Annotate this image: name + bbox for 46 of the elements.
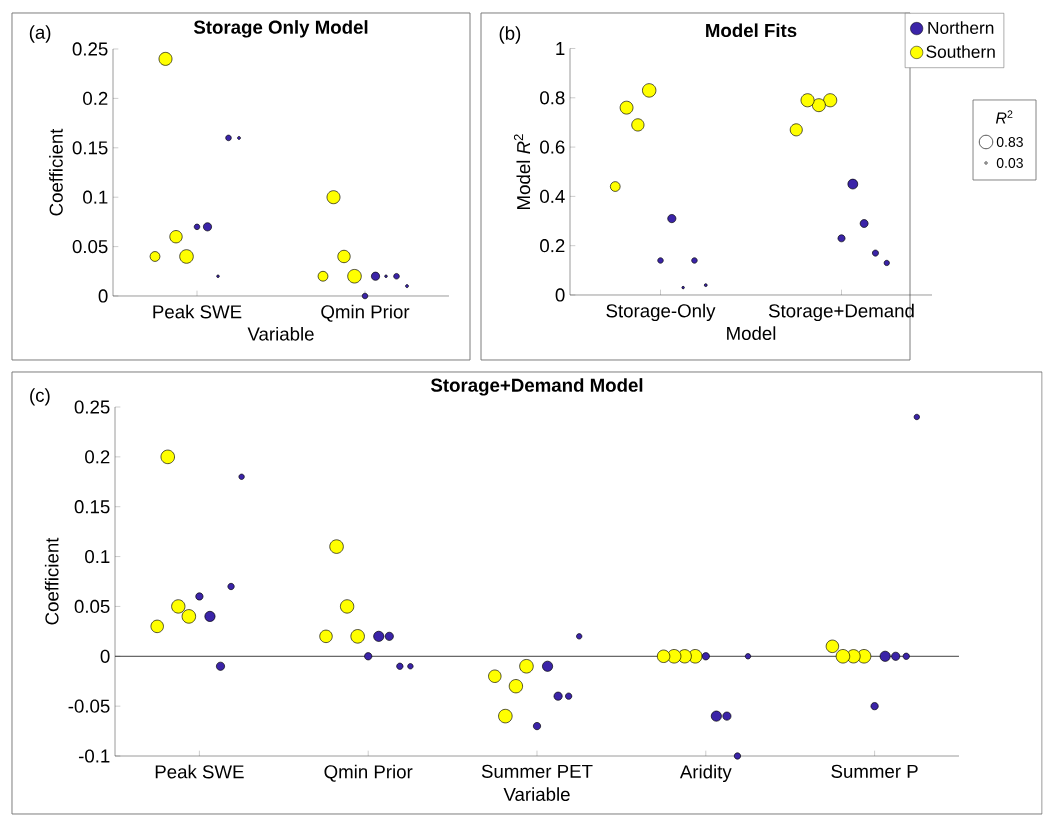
y-tick-label: 0.15 [72,141,108,155]
text: (b) [499,26,521,44]
y-tick-label: 0.1 [83,190,108,204]
x-tick-label: Storage-Only [606,303,716,322]
x-tick-label: Peak SWE [153,304,242,319]
x-axis-title: Variable [247,326,314,341]
x-tick-label: Peak SWE [155,764,244,779]
y-axis-title: Model R$^{2}$ [513,134,531,209]
y-tick-label: -0.1 [78,749,110,763]
legend-label: Northern [928,21,994,34]
y-tick-label: -0.05 [68,699,110,713]
x-tick-label: Summer PET [481,764,593,778]
y-axis-title: Coefficient [49,128,63,216]
text: (c) [30,388,50,406]
legend-label: 0.03 [996,158,1023,168]
x-tick-label: Aridity [679,764,732,783]
x-tick-label: Qmin Prior [324,764,413,782]
y-tick-label: 0.4 [540,189,565,204]
y-tick-label: 0 [555,288,565,302]
y-tick-label: 0.2 [85,450,110,464]
y-tick-label: 0.25 [72,42,108,56]
x-tick-label: Summer P [831,764,918,778]
y-tick-label: 0.15 [74,500,110,514]
legend-label: 0.83 [996,137,1023,147]
chart-title: Storage+Demand Model [430,378,643,396]
y-tick-label: 0.25 [74,400,110,414]
y-tick-label: 0.2 [83,91,108,106]
x-tick-label: Storage+Demand [768,303,914,322]
y-tick-label: 0.05 [74,599,110,614]
legend-title: R$^{2}$ [995,110,1013,124]
y-tick-label: 1 [556,42,565,55]
text: (a) [29,25,51,43]
y-axis-title: Coefficient [44,537,59,625]
y-tick-label: 0 [100,649,110,663]
x-axis-title: Variable [503,787,570,801]
chart-title: Storage Only Model [193,20,368,38]
x-tick-label: Qmin Prior [321,304,410,322]
y-tick-label: 0.8 [540,91,565,105]
y-tick-label: 0.6 [540,140,565,154]
y-tick-label: 0.1 [85,549,110,564]
legend-label: Southern [926,45,995,58]
y-tick-label: 0.2 [540,239,565,253]
y-tick-label: 0 [98,289,108,303]
x-axis-title: Model [727,326,776,340]
chart-title: Model Fits [706,23,797,38]
y-tick-label: 0.05 [72,239,108,254]
